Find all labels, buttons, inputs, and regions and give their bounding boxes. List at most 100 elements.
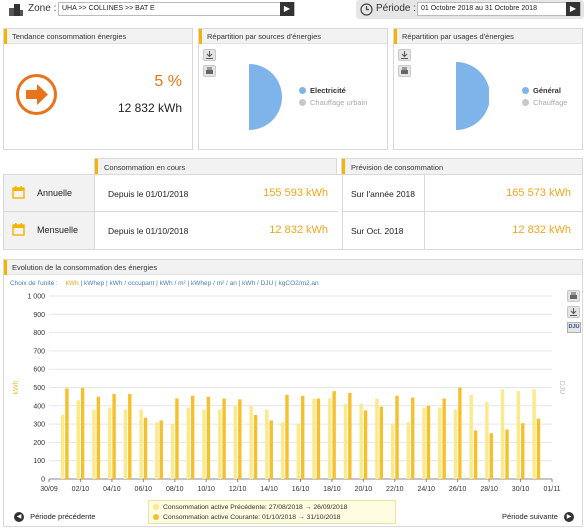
bar-previous	[155, 422, 159, 479]
previous-period-button[interactable]: ◀ Période précédente	[14, 512, 96, 523]
x-tick-label: 04/10	[103, 486, 121, 493]
zone-dropdown-button[interactable]: ▶	[280, 2, 294, 16]
mensuelle-label: Mensuelle	[37, 225, 79, 235]
legend-dot	[153, 504, 159, 511]
x-tick-label: 01/11	[544, 486, 561, 493]
zone-select[interactable]: UHA >> COLLINES >> BAT E ▶	[58, 2, 295, 16]
unit-option-kwhep[interactable]: kWhep	[83, 280, 105, 287]
bar-previous	[453, 409, 458, 479]
unit-option-kwhep-m2-an[interactable]: kWhep / m² / an	[190, 280, 237, 287]
bar-previous	[92, 409, 96, 479]
consommation-table: Annuelle Depuis le 01/01/2018 155 593 kW…	[3, 174, 583, 250]
bar-current	[411, 397, 415, 479]
y-tick-label: 600	[33, 367, 45, 374]
periode-select[interactable]: 01 Octobre 2018 au 31 Octobre 2018 ▶	[417, 2, 581, 16]
consommation-title: Consommation en cours	[104, 163, 186, 172]
bar-current	[489, 433, 494, 479]
dju-toggle-button[interactable]: DJU	[567, 322, 581, 333]
periode-dropdown-button[interactable]: ▶	[566, 2, 580, 16]
next-period-button[interactable]: Période suivante ▶	[502, 512, 574, 523]
consommation-mensuelle-cell: Depuis le 01/10/2018 12 832 kWh	[94, 212, 338, 249]
unit-option-kwh-occupant[interactable]: kWh / occupant	[109, 280, 155, 287]
calendar-icon	[12, 186, 25, 199]
arrow-right-icon	[16, 74, 57, 115]
chart-legend: Consommation active Précédente: 27/08/20…	[148, 500, 396, 524]
printer-icon	[570, 292, 577, 299]
bar-previous	[218, 409, 222, 479]
prevision-head: Prévision de consommation	[341, 158, 583, 175]
download-icon	[206, 51, 213, 59]
bar-current	[238, 399, 242, 479]
accent-bar	[342, 159, 345, 175]
x-tick-label: 10/10	[197, 486, 215, 493]
legend-dot	[522, 99, 529, 107]
legend-item[interactable]: Chauffage urbain	[299, 98, 367, 107]
unit-option-kwh-m2[interactable]: kWh / m²	[159, 280, 186, 287]
legend-item[interactable]: Général	[522, 86, 567, 95]
legend-item-previous[interactable]: Consommation active Précédente: 27/08/20…	[153, 503, 391, 513]
download-icon	[401, 51, 408, 59]
annuelle-since: Depuis le 01/01/2018	[108, 189, 189, 199]
bar-current	[473, 430, 478, 479]
legend-item-current[interactable]: Consommation active Courante: 01/10/2018…	[153, 513, 391, 523]
y-tick-label: 0	[41, 477, 45, 484]
x-tick-label: 12/10	[229, 486, 247, 493]
sources-legend: Electricité Chauffage urbain	[299, 86, 367, 107]
y-axis-label: kWh	[13, 380, 20, 394]
accent-bar	[95, 159, 98, 175]
bar-previous	[296, 424, 300, 479]
bar-previous	[532, 389, 536, 479]
export-button[interactable]	[203, 49, 216, 61]
mensuelle-since: Depuis le 01/10/2018	[108, 226, 189, 236]
evolution-bar-chart: 0 100 200 300 400 500 600 700 800 900 1 000 kWh DJU 3…	[13, 294, 565, 494]
legend-item[interactable]: Chauffage	[522, 98, 567, 107]
prevision-annee-cell: Sur l'année 2018 165 573 kWh	[342, 175, 583, 212]
prevision-annee-value: 165 573 kWh	[506, 187, 571, 199]
print-button[interactable]	[398, 65, 411, 77]
download-icon	[570, 308, 577, 316]
print-chart-button[interactable]	[567, 290, 580, 302]
legend-label: Electricité	[310, 86, 346, 95]
prevision-annee-label: Sur l'année 2018	[351, 189, 416, 199]
previous-period-label: Période précédente	[30, 512, 96, 521]
export-chart-button[interactable]	[567, 306, 580, 318]
print-button[interactable]	[203, 65, 216, 77]
bar-current	[379, 406, 383, 479]
bar-current	[316, 398, 321, 479]
bar-previous	[249, 405, 253, 479]
unit-option-kwh[interactable]: kWh	[65, 280, 79, 287]
bar-current	[222, 398, 226, 479]
bar-previous	[107, 407, 112, 479]
consommation-head: Consommation en cours	[94, 158, 337, 175]
mensuelle-value: 12 832 kWh	[269, 224, 328, 236]
bar-previous	[375, 398, 379, 479]
chevron-right-icon: ▶	[569, 4, 577, 13]
x-tick-label: 30/10	[512, 486, 530, 493]
legend-dot	[299, 99, 306, 107]
bar-current	[269, 420, 273, 479]
divider	[424, 175, 425, 212]
x-tick-label: 26/10	[449, 486, 467, 493]
annuelle-label: Annuelle	[37, 188, 73, 198]
bar-current	[253, 414, 258, 479]
bar-previous	[170, 424, 175, 479]
unit-option-kwh-dju[interactable]: kWh / DJU	[242, 280, 274, 287]
bar-current	[175, 398, 179, 479]
sources-title: Répartition par sources d'énergies	[199, 29, 387, 44]
bar-previous	[265, 409, 269, 479]
legend-label: Chauffage urbain	[310, 98, 368, 107]
bar-current	[363, 410, 368, 479]
legend-item[interactable]: Electricité	[299, 86, 367, 95]
calendar-icon	[12, 223, 25, 236]
unit-option-kgco2[interactable]: kgCO2/m2.an	[278, 280, 319, 287]
unit-choice-label: Choix de l'unité :	[10, 280, 58, 287]
next-period-label: Période suivante	[502, 512, 558, 521]
unit-choice-bar: Choix de l'unité : kWh | kWhep | kWh / o…	[10, 280, 319, 287]
bar-previous	[516, 391, 521, 479]
bar-previous	[406, 422, 411, 479]
bar-current	[128, 393, 132, 479]
export-button[interactable]	[398, 49, 411, 61]
x-tick-label: 20/10	[355, 486, 373, 493]
legend-label: Consommation active Précédente: 27/08/20…	[163, 504, 348, 511]
consommation-annuelle-cell: Depuis le 01/01/2018 155 593 kWh	[94, 175, 338, 212]
